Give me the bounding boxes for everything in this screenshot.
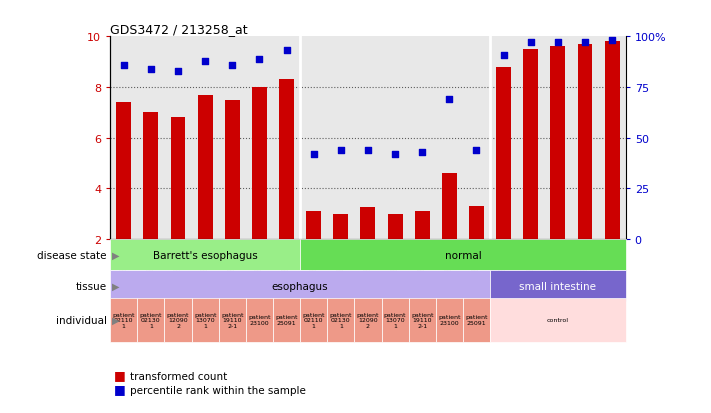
Bar [273,298,300,342]
Bar [409,298,436,342]
Point [145,66,156,73]
Text: patient
23100: patient 23100 [248,315,271,325]
Bar [137,298,164,342]
Bar [333,214,348,240]
Text: control: control [547,318,569,323]
Bar [469,206,484,240]
Text: patient
23100: patient 23100 [438,315,461,325]
Bar [463,298,490,342]
Point [417,149,428,156]
Point [606,38,618,45]
Bar [110,240,300,271]
Text: percentile rank within the sample: percentile rank within the sample [130,385,306,396]
Point [118,62,129,69]
Bar [496,67,511,240]
Text: patient
13070
1: patient 13070 1 [194,312,216,328]
Point [552,40,564,47]
Text: Barrett's esophagus: Barrett's esophagus [153,250,257,260]
Text: patient
25091: patient 25091 [465,315,488,325]
Bar [360,208,375,240]
Text: small intestine: small intestine [519,281,597,291]
Bar [110,298,137,342]
Text: tissue: tissue [75,281,107,291]
Bar [110,271,490,301]
Point [579,40,591,47]
Bar [144,113,159,240]
Text: patient
25091: patient 25091 [275,315,298,325]
Text: disease state: disease state [37,250,107,260]
Bar [300,240,626,271]
Text: ■: ■ [114,368,126,381]
Bar [306,212,321,240]
Point [525,40,536,47]
Bar [604,42,619,240]
Point [471,147,482,154]
Text: individual: individual [55,315,107,325]
Bar [382,298,409,342]
Bar [490,298,626,342]
Bar [219,298,246,342]
Bar [198,95,213,240]
Text: ■: ■ [114,382,126,396]
Point [254,56,265,63]
Point [362,147,374,154]
Bar [442,174,456,240]
Bar [490,271,626,301]
Bar [225,100,240,240]
Text: patient
02110
1: patient 02110 1 [112,312,135,328]
Text: patient
19110
2-1: patient 19110 2-1 [411,312,434,328]
Bar [191,298,219,342]
Text: patient
19110
2-1: patient 19110 2-1 [221,312,244,328]
Text: patient
12090
2: patient 12090 2 [167,312,189,328]
Point [172,68,183,75]
Point [281,48,292,55]
Bar [577,45,592,240]
Text: patient
12090
2: patient 12090 2 [357,312,379,328]
Text: GDS3472 / 213258_at: GDS3472 / 213258_at [110,23,248,36]
Text: patient
02130
1: patient 02130 1 [139,312,162,328]
Point [390,151,401,158]
Text: normal: normal [444,250,481,260]
Point [335,147,346,154]
Bar [279,80,294,240]
Bar [171,118,186,240]
Bar [246,298,273,342]
Bar [550,47,565,240]
Text: patient
02110
1: patient 02110 1 [302,312,325,328]
Bar [252,88,267,240]
Point [498,52,509,59]
Bar [436,298,463,342]
Text: ▶: ▶ [112,315,119,325]
Bar [523,50,538,240]
Bar [387,214,402,240]
Text: patient
13070
1: patient 13070 1 [384,312,406,328]
Text: transformed count: transformed count [130,371,228,381]
Bar [415,212,429,240]
Text: esophagus: esophagus [272,281,328,291]
Text: ▶: ▶ [112,281,119,291]
Text: ▶: ▶ [112,250,119,260]
Bar [327,298,354,342]
Text: patient
02130
1: patient 02130 1 [330,312,352,328]
Point [227,62,238,69]
Bar [300,298,327,342]
Bar [117,103,132,240]
Bar [354,298,382,342]
Bar [164,298,191,342]
Point [444,97,455,103]
Point [308,151,319,158]
Point [200,58,211,65]
